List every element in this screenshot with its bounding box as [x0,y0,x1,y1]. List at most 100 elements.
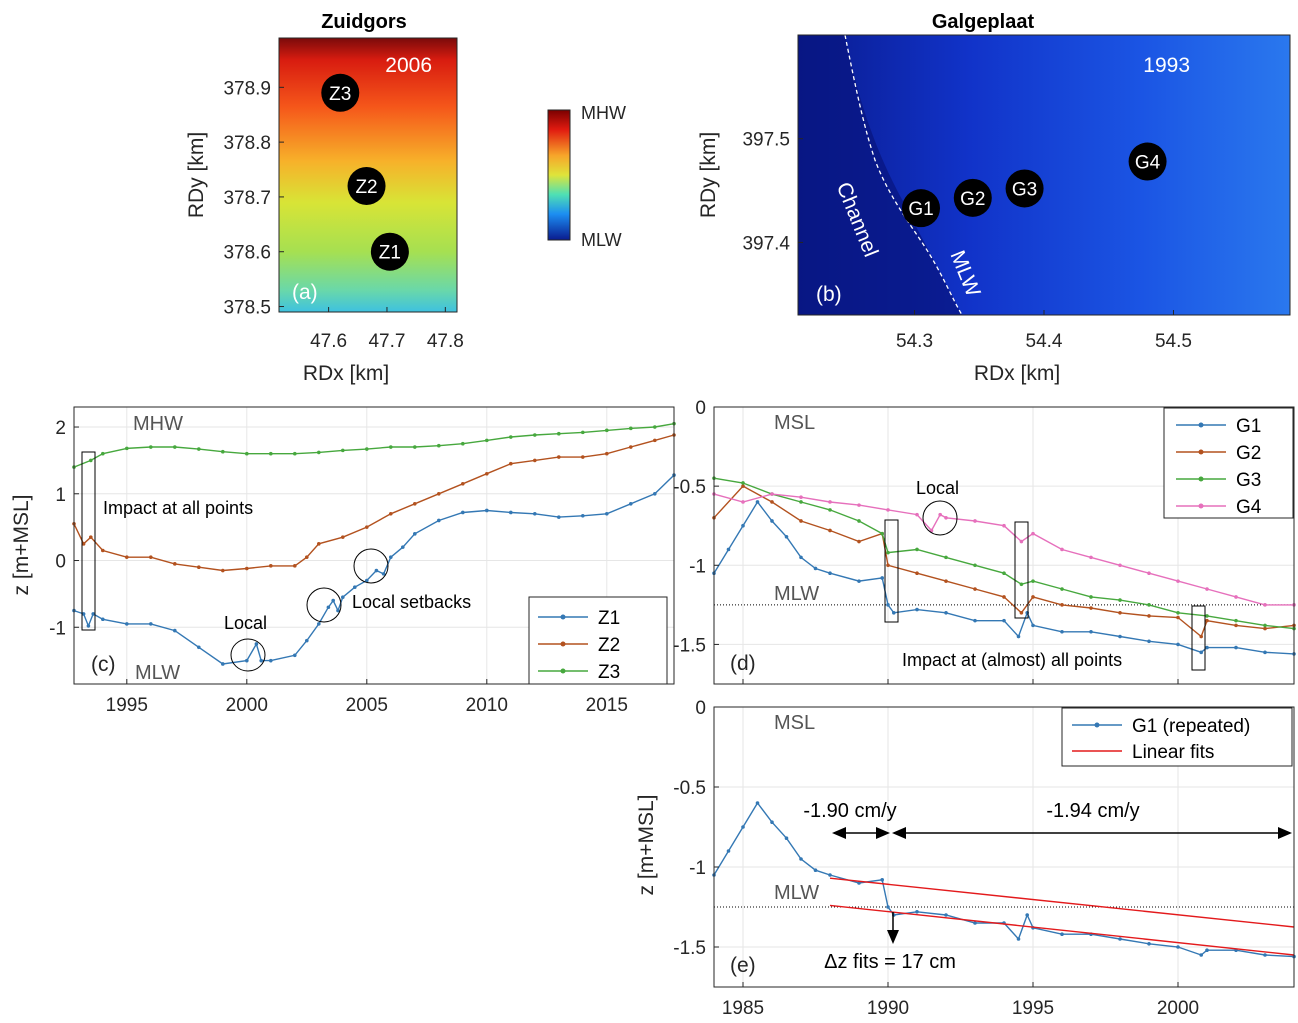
point-marker-z3 [321,73,360,112]
data-point [892,610,896,615]
data-point [293,451,297,456]
data-point [413,501,417,506]
data-point [374,568,379,573]
data-point [629,445,633,449]
data-point [125,622,129,626]
data-point [828,508,832,512]
panel-d-x-ticks [742,679,1179,684]
data-point [1234,645,1238,650]
data-point [944,579,948,583]
data-point [533,458,537,463]
data-point [1176,642,1180,647]
data-point [89,458,93,463]
panel-a: Zuidgors 2006 (a) Z3 Z2 Z1 378.5 378.6 378.7… [185,11,464,385]
data-point [365,447,369,451]
data-point [581,430,585,435]
panel-e-mlw-label: MLW [774,882,819,904]
data-point [197,645,201,650]
fit-line [829,877,1295,928]
data-point [461,441,465,446]
legend-marker [560,641,566,647]
colorbar-bottom-label: MLW [581,230,622,250]
panel-d: 0 -0.5 -1 -1.5 MSL MLW (d) Local Impact at … [673,398,1296,685]
data-point [509,461,513,466]
data-point [770,820,774,824]
data-point [973,921,977,925]
local-circle-c [230,638,266,672]
legend-marker [1198,476,1204,482]
data-point [857,881,861,885]
data-point [1060,547,1064,552]
rate-arrow-2 [892,827,1292,839]
x-tick-label: 47.6 [310,331,347,352]
rate-label-2: -1.94 cm/y [1046,800,1139,822]
point-marker-g1 [902,189,940,228]
annotation-local-c: Local [224,613,267,633]
data-point [341,448,345,453]
panel-e-x-ticks: 1985 1990 1995 2000 [722,982,1199,1019]
data-point [755,801,760,805]
data-point [1016,634,1021,639]
data-point [886,603,890,607]
data-point [125,446,129,451]
data-point [880,531,884,536]
panel-e-series [712,801,1296,959]
panel-d-y-ticks: 0 -0.5 -1 -1.5 [673,398,719,656]
data-point [726,547,731,552]
series-line-g1-repeated- [713,801,1295,958]
data-point [269,564,273,568]
annotation-impact-all: Impact at all points [103,498,253,518]
setback-circle-2 [353,548,389,584]
mlw-contour [844,34,963,316]
data-point [1019,539,1024,544]
legend-marker [560,668,566,674]
panel-c-letter: (c) [91,653,116,676]
data-point [1031,623,1035,628]
data-point [1263,953,1267,957]
data-point [389,555,393,559]
x-tick-label: 1990 [867,998,909,1019]
data-point [341,595,345,600]
data-point [1060,629,1064,634]
panel-d-legend: G1 G2 G3 G4 [1163,407,1294,519]
panel-e-msl-label: MSL [774,712,815,734]
y-tick-label: 378.9 [223,78,271,99]
data-point [365,578,369,583]
data-point [485,508,489,513]
data-point [1002,595,1006,599]
rate-label-1: -1.90 cm/y [803,800,896,822]
data-point [81,542,86,546]
data-point [149,445,153,449]
data-point [741,484,745,488]
data-point [365,525,369,529]
impact-box-c [81,451,96,631]
data-point [1234,595,1238,599]
x-tick-label: 2015 [586,695,628,716]
data-point [886,508,890,512]
data-point [741,523,745,528]
data-point [886,563,890,568]
data-point [1234,618,1238,623]
panel-e-letter: (e) [730,954,756,977]
data-point [1176,615,1180,620]
data-point [1118,610,1122,615]
data-point [857,539,861,544]
channel-dark-region [798,35,962,315]
data-point [1089,606,1093,610]
x-tick-label: 2010 [466,695,508,716]
panel-b: Galgeplaat 1993 (b) Channel MLW G1 G2 G3G4… [697,11,1291,385]
data-point [1205,618,1209,623]
legend-marker [1198,449,1204,455]
data-point [770,500,774,504]
data-point [944,555,948,560]
data-point [305,555,309,559]
data-point [1118,563,1122,568]
panel-a-letter: (a) [292,281,318,304]
data-point [317,622,321,626]
legend-marker [1094,722,1100,728]
data-point [1263,603,1267,607]
data-point [1263,623,1267,628]
series-line-g2 [713,485,1295,638]
point-label-z1: Z1 [379,243,401,264]
